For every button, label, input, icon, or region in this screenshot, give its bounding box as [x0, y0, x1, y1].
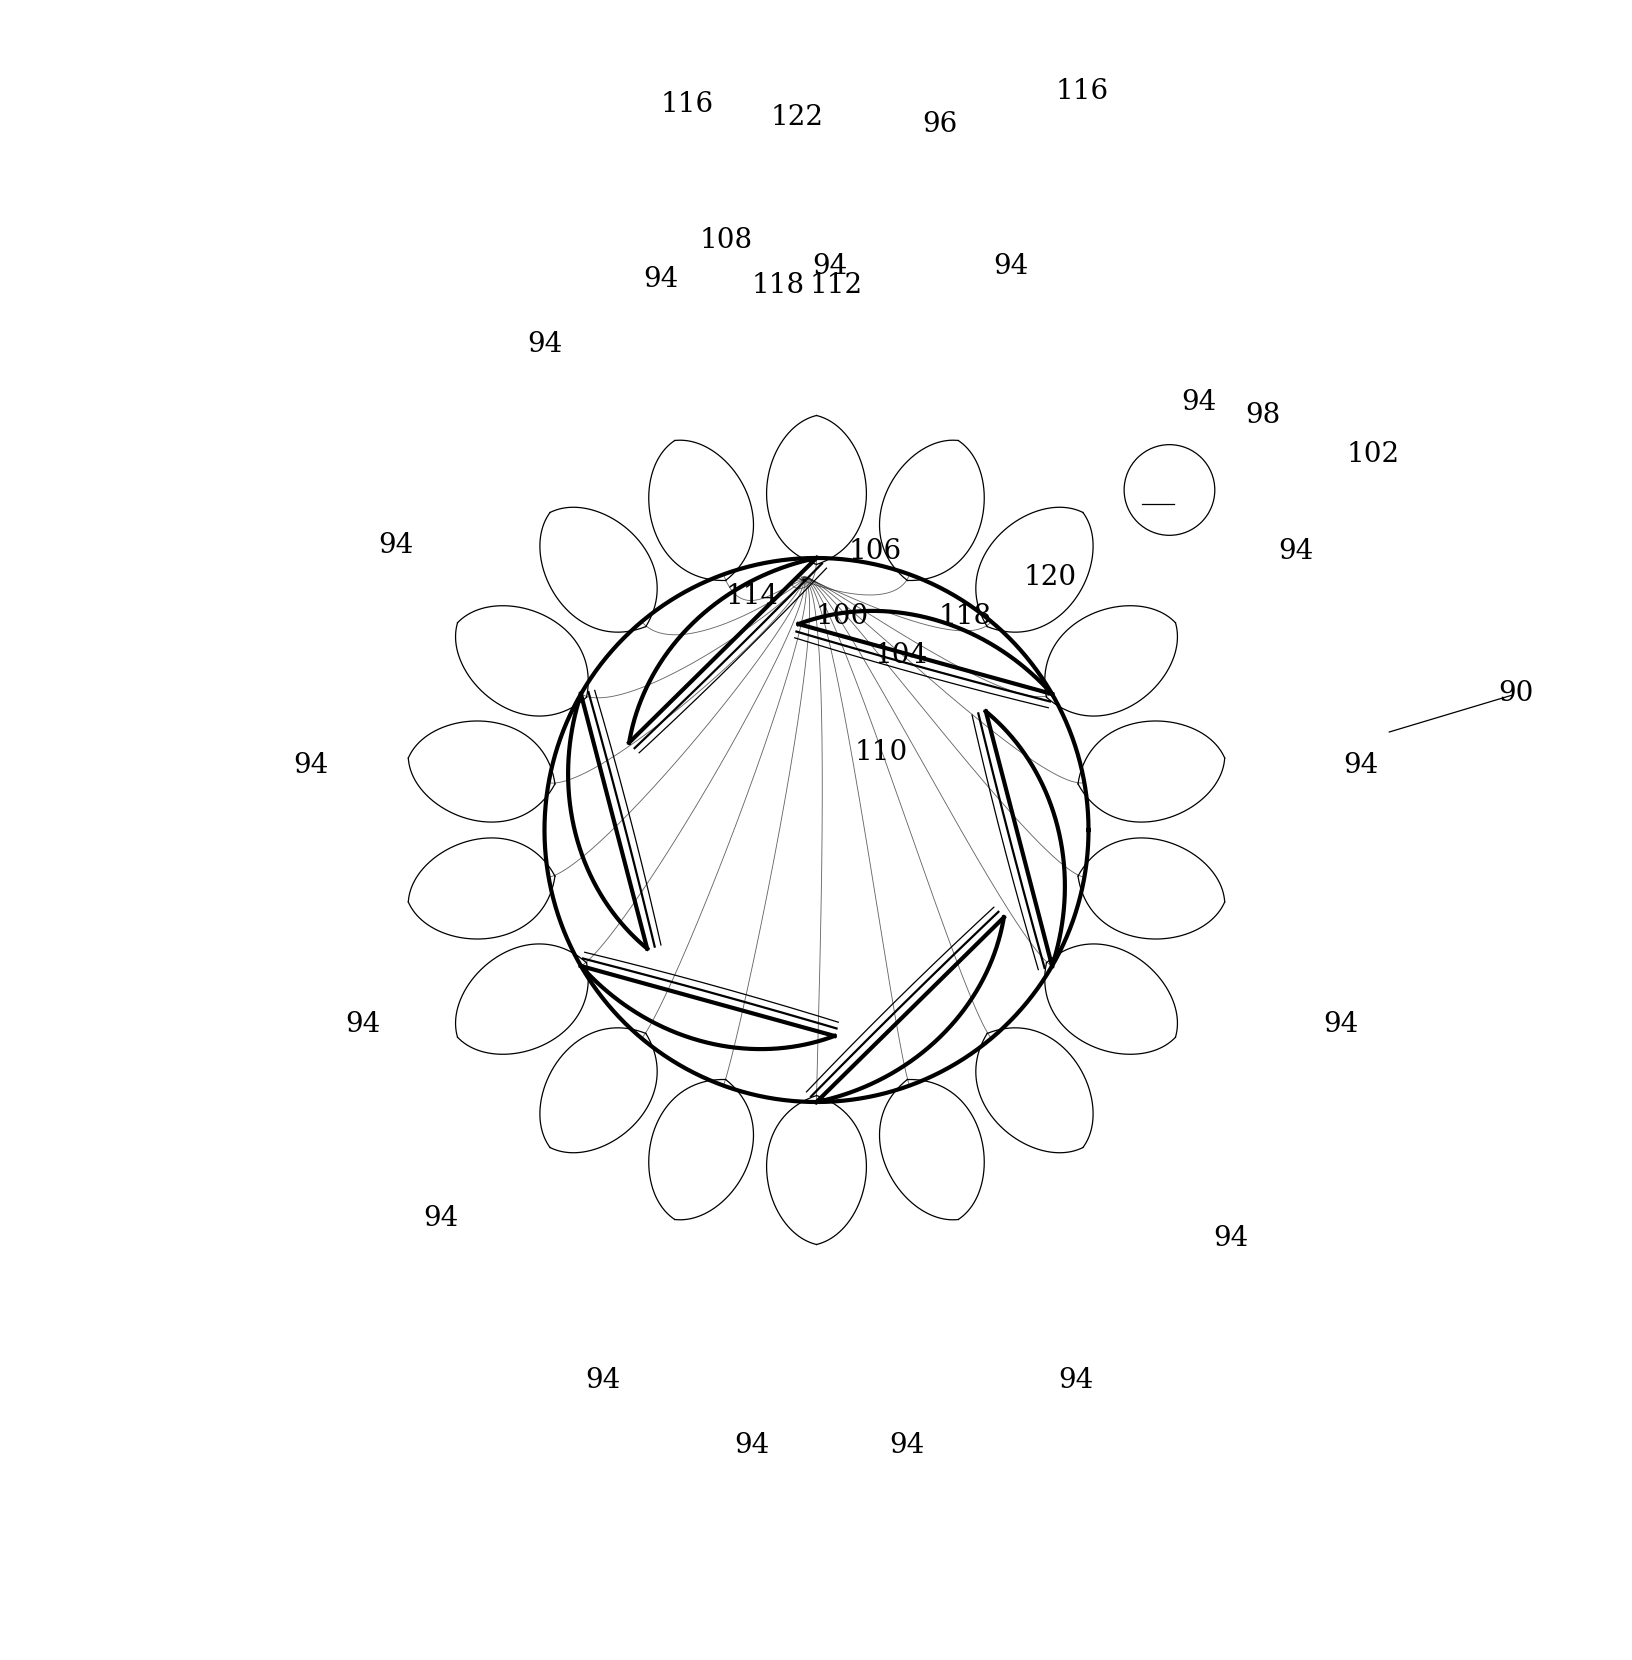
- Text: 102: 102: [1346, 442, 1399, 468]
- Text: 116: 116: [659, 91, 713, 118]
- Text: 94: 94: [423, 1205, 459, 1232]
- Text: 110: 110: [854, 739, 907, 765]
- Text: 94: 94: [811, 252, 847, 281]
- Text: 94: 94: [527, 330, 561, 359]
- Text: 98: 98: [1245, 402, 1279, 428]
- Text: 118: 118: [938, 603, 991, 629]
- Text: 94: 94: [377, 531, 413, 558]
- Text: 94: 94: [346, 1011, 380, 1038]
- Text: 114: 114: [725, 583, 778, 611]
- Text: 122: 122: [770, 105, 823, 131]
- Text: 116: 116: [1054, 78, 1108, 105]
- Text: 100: 100: [816, 603, 868, 629]
- Text: 94: 94: [1322, 1011, 1358, 1038]
- Text: 94: 94: [643, 266, 679, 294]
- Text: 94: 94: [734, 1433, 769, 1459]
- Text: 94: 94: [294, 752, 328, 779]
- Text: 94: 94: [1342, 752, 1377, 779]
- Text: 90: 90: [1497, 681, 1532, 707]
- Text: 94: 94: [889, 1433, 924, 1459]
- Text: 106: 106: [847, 538, 901, 564]
- Text: 94: 94: [1213, 1225, 1248, 1252]
- Text: 104: 104: [873, 642, 927, 669]
- Text: 96: 96: [922, 111, 956, 138]
- Text: 94: 94: [1278, 538, 1312, 564]
- Text: 94: 94: [992, 252, 1028, 281]
- Text: 120: 120: [1023, 564, 1075, 591]
- Text: 112: 112: [809, 272, 862, 299]
- Text: 108: 108: [698, 227, 752, 254]
- Text: 94: 94: [584, 1366, 620, 1394]
- Text: 118: 118: [751, 272, 803, 299]
- Text: 94: 94: [1180, 388, 1216, 417]
- Text: 94: 94: [1058, 1366, 1092, 1394]
